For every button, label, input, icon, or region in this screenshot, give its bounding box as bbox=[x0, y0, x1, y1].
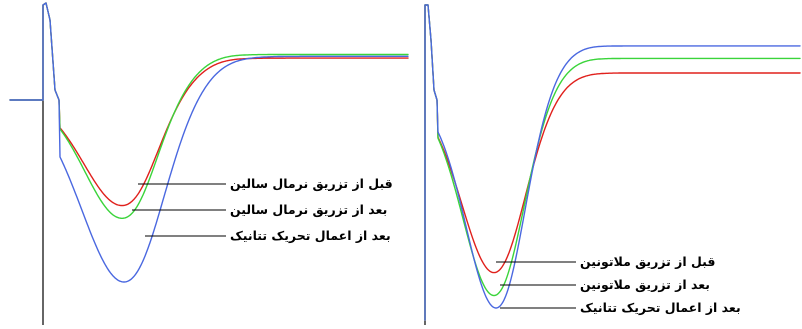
right-trace-3 bbox=[424, 4, 801, 321]
left-annotation-1: قبل از تزریق نرمال سالین bbox=[230, 176, 393, 191]
right-trace-1 bbox=[424, 4, 801, 321]
right-annotation-2: بعد از تزریق ملاتونین bbox=[580, 277, 710, 292]
left-trace-1 bbox=[9, 2, 409, 207]
right-panel-annotations: قبل از تزریق ملاتونین بعد از تزریق ملاتو… bbox=[496, 254, 741, 315]
left-annotation-2: بعد از تزریق نرمال سالین bbox=[230, 202, 387, 217]
left-panel-annotations: قبل از تزریق نرمال سالین بعد از تزریق نر… bbox=[132, 176, 393, 243]
right-annotation-3: بعد از اعمال تحریک تتانیک bbox=[580, 300, 741, 315]
left-trace-3 bbox=[9, 2, 409, 283]
left-annotation-3: بعد از اعمال تحریک تتانیک bbox=[230, 228, 391, 243]
left-panel: قبل از تزریق نرمال سالین بعد از تزریق نر… bbox=[9, 2, 409, 325]
left-trace-2 bbox=[9, 2, 409, 219]
right-trace-2 bbox=[424, 4, 801, 321]
right-annotation-1: قبل از تزریق ملاتونین bbox=[580, 254, 715, 269]
right-panel-traces bbox=[424, 4, 801, 321]
right-panel: قبل از تزریق ملاتونین بعد از تزریق ملاتو… bbox=[424, 4, 801, 325]
left-panel-traces bbox=[9, 2, 409, 283]
